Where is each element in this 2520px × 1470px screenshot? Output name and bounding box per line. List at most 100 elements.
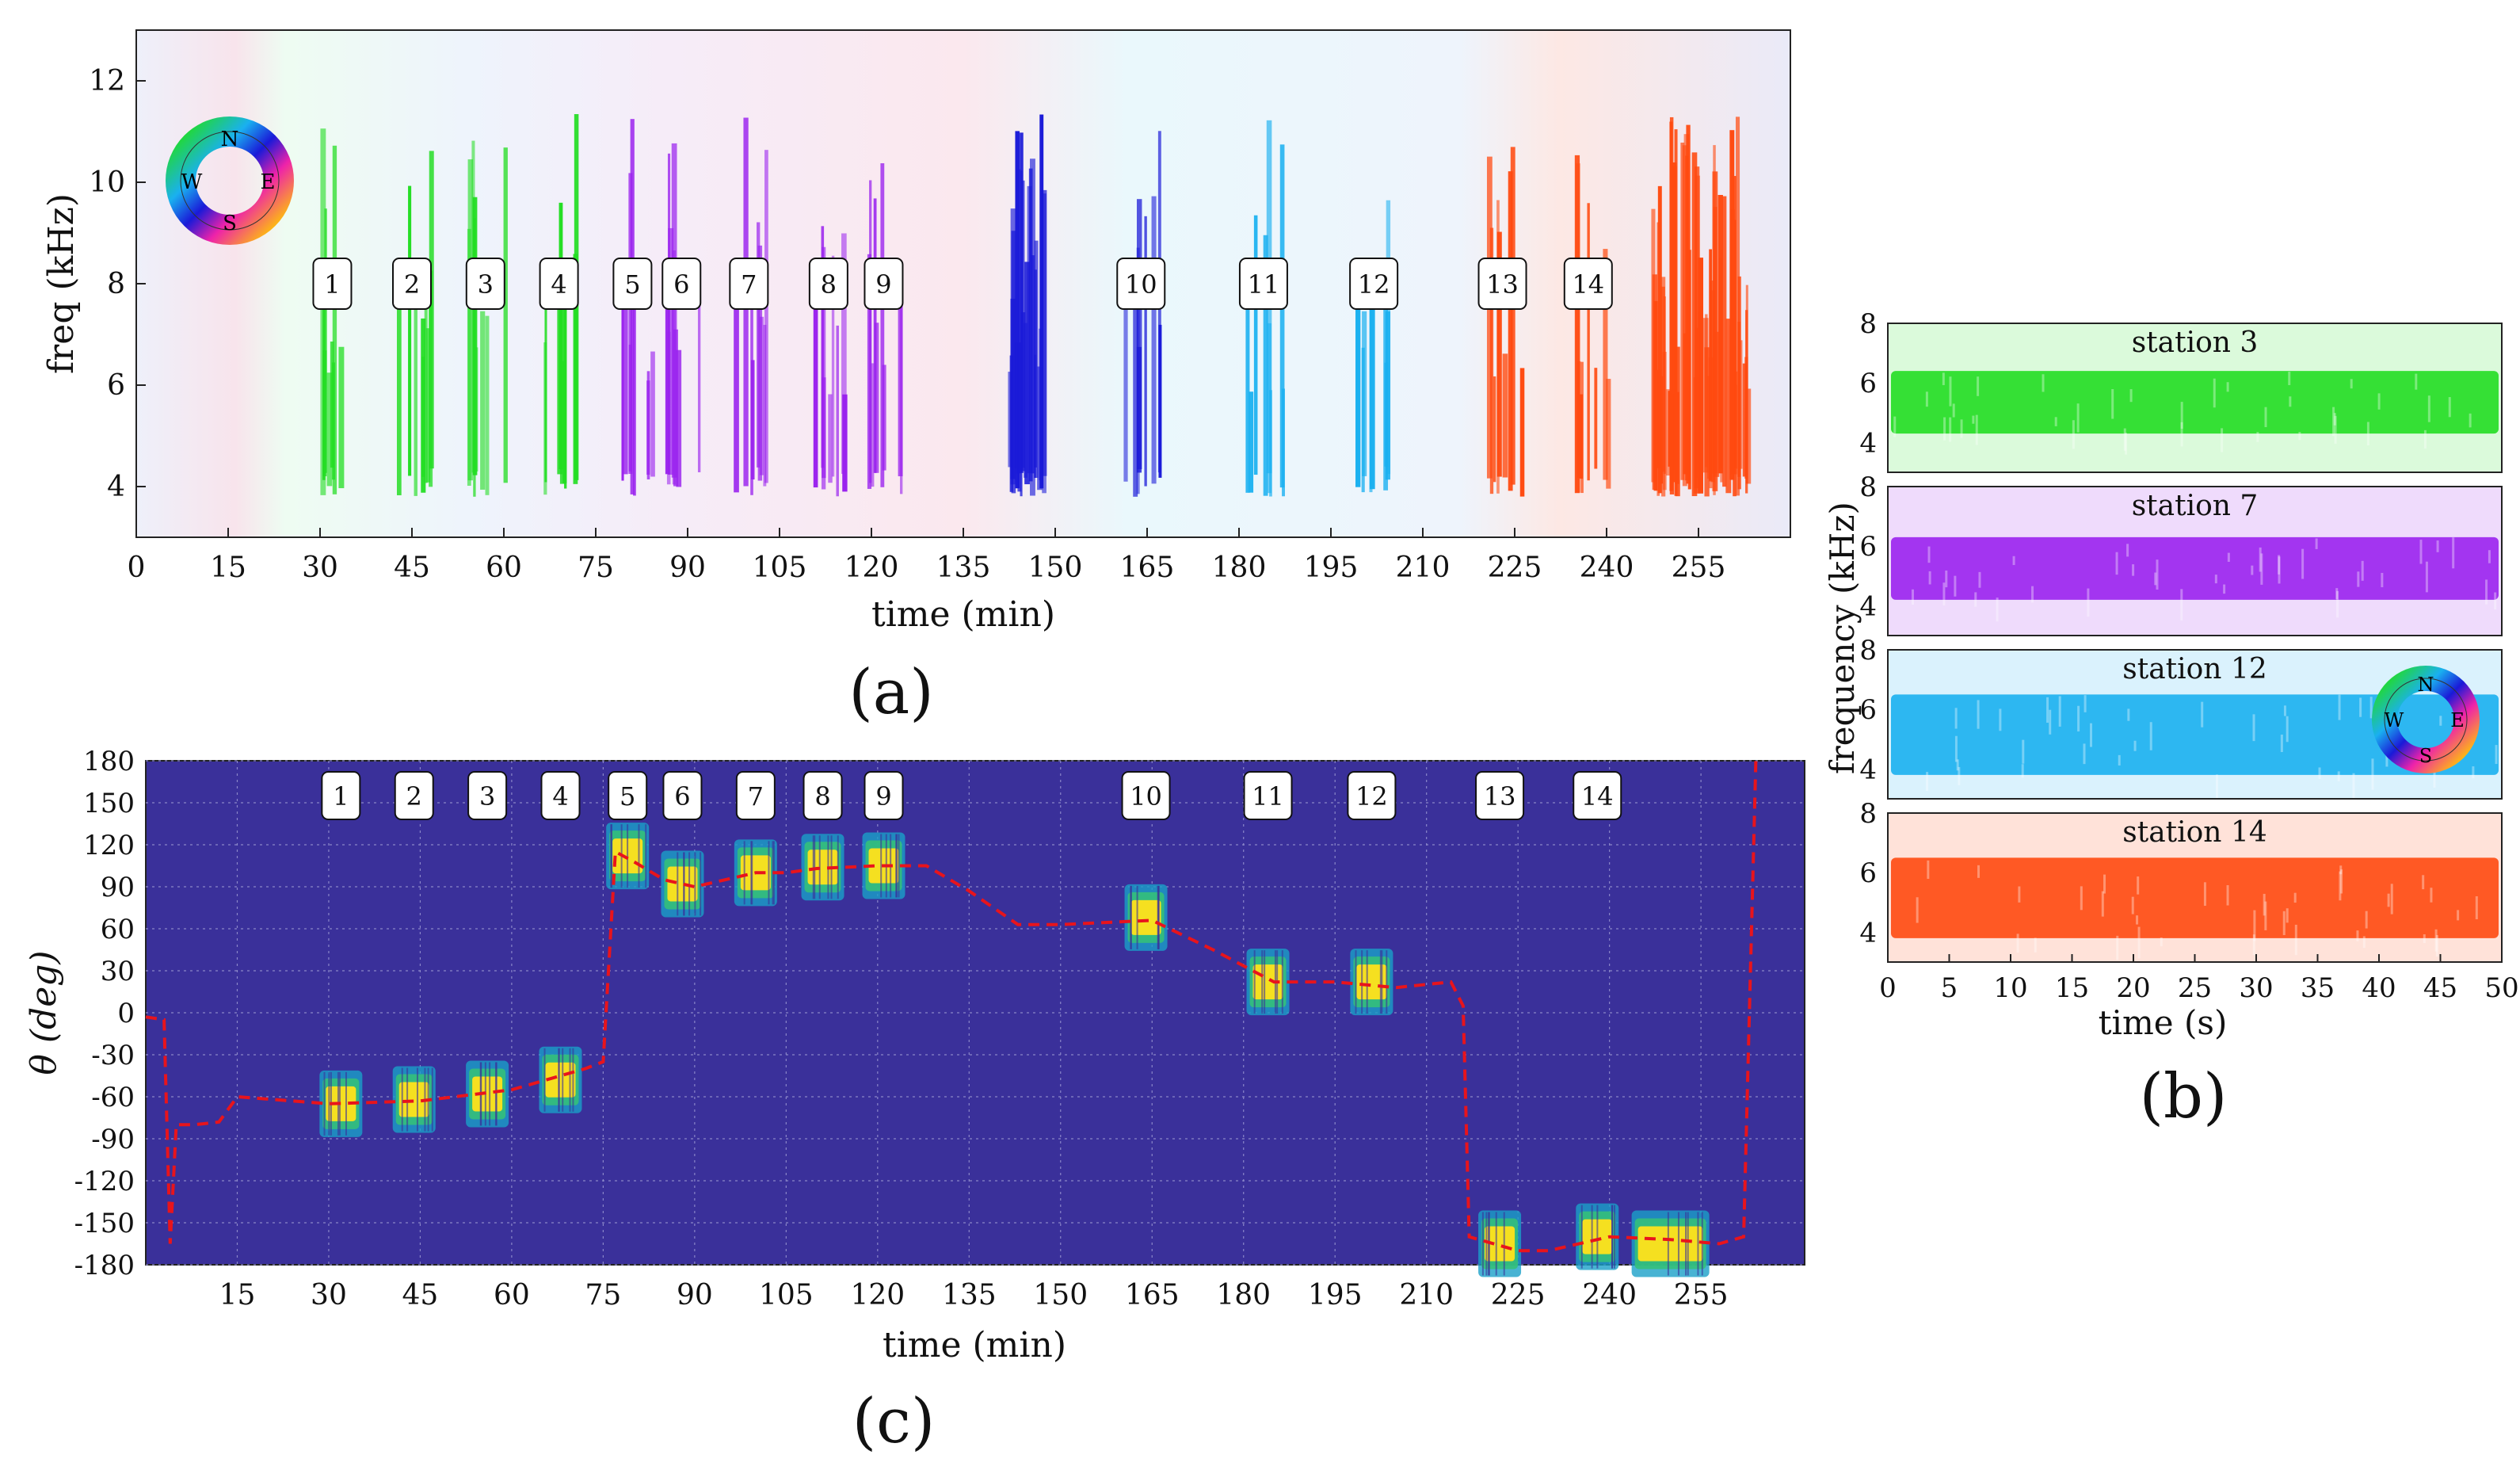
burst-stroke: [1594, 368, 1598, 469]
burst-stroke: [408, 185, 412, 476]
burst-extra-1: [1735, 116, 1752, 496]
blob-stripe: [895, 834, 898, 898]
burst-station-14: [1574, 155, 1611, 494]
station-row-noise: [1978, 571, 1981, 588]
station-label-box: [735, 771, 776, 820]
burst-stroke: [1020, 170, 1023, 497]
station-row-noise: [1954, 575, 1957, 597]
burst-stroke: [1510, 147, 1515, 485]
station-row-noise: [2251, 565, 2254, 575]
station-row-noise: [2333, 413, 2336, 426]
station-label-text: 2: [406, 781, 422, 811]
burst-stroke: [1136, 247, 1140, 494]
station-row-title: station 12: [2122, 653, 2267, 685]
burst-stroke: [623, 308, 628, 475]
burst-stroke: [821, 226, 825, 468]
station-row-noise: [1975, 414, 1978, 445]
station-row-noise: [2203, 882, 2206, 907]
y-tick-label: 90: [101, 872, 135, 903]
y-tick-label: -120: [74, 1166, 135, 1197]
station-row-4: station 14 8 6 4: [1859, 798, 2503, 963]
burst-stroke: [1151, 196, 1157, 484]
station-row-noise: [2452, 537, 2455, 569]
station-label-box: [1121, 771, 1171, 820]
burst-stroke: [429, 151, 434, 469]
x-tick-label: 120: [844, 552, 899, 584]
station-row-noise: [2156, 559, 2159, 590]
burst-stroke: [764, 150, 768, 483]
blob-stripe: [328, 1071, 330, 1136]
panel-a-bursts: [320, 114, 1752, 497]
station-label-box: [662, 771, 703, 820]
station-row-noise: [2362, 936, 2366, 949]
blob-stripe: [812, 835, 814, 899]
station-row-noise: [2227, 552, 2230, 562]
station-row-frame: [1887, 486, 2503, 636]
panel-c-station-labels: 1 2 3 4 5 6 7 8 9 10 11 12 13 14: [321, 771, 1622, 820]
station-row-noise: [2252, 714, 2255, 742]
burst-stroke: [1733, 384, 1737, 475]
station-label-10: 10: [1121, 771, 1171, 820]
compass-west-label: W: [2385, 709, 2404, 731]
blob-core: [472, 1076, 503, 1112]
y-tick-label: 12: [89, 65, 125, 97]
blob-stripe: [743, 841, 745, 905]
station-label-2: 2: [394, 771, 434, 820]
station-label-12: 12: [1347, 771, 1397, 820]
station-row-noise: [2356, 930, 2359, 941]
station-row-noise: [2485, 579, 2488, 605]
station-row-noise: [1925, 391, 1928, 407]
burst-stroke: [1576, 163, 1580, 493]
station-row-frame: [1887, 323, 2503, 473]
x-tick-label: 255: [1672, 552, 1726, 584]
burst-stroke: [1683, 333, 1687, 475]
station-label-text: 13: [1486, 269, 1519, 300]
station-row-noise: [2427, 395, 2430, 422]
compass-south-label: S: [2419, 745, 2432, 767]
station-row-noise: [2021, 764, 2024, 778]
x-tick-label: 45: [2423, 972, 2457, 1004]
burst-stroke: [1015, 131, 1020, 489]
burst-stroke: [750, 263, 753, 495]
station-row-frame: [1887, 649, 2503, 800]
station-row-noise: [1942, 582, 1946, 605]
x-tick-label: 225: [1491, 1279, 1546, 1312]
station-row-noise: [2080, 886, 2083, 911]
station-row-noise: [2087, 588, 2090, 617]
station-row-noise: [2077, 705, 2080, 732]
blob-stripe: [898, 834, 900, 898]
station-row-noise: [2381, 572, 2384, 588]
station-label-box: [540, 771, 581, 820]
burst-stroke: [1683, 134, 1690, 475]
station-label-8: 8: [808, 258, 848, 310]
station-label-5: 5: [608, 771, 648, 820]
burst-extra-0: [1031, 114, 1047, 494]
station-row-noise: [2436, 540, 2439, 552]
burst-station-13: [1486, 147, 1525, 497]
x-tick-label: 15: [2055, 972, 2089, 1004]
station-row-noise: [2116, 935, 2119, 960]
blob-stripe: [569, 1048, 571, 1112]
station-row-noise: [2315, 538, 2318, 549]
station-row-noise: [1977, 376, 1980, 396]
station-row-noise: [2336, 590, 2339, 618]
station-row-noise: [2022, 739, 2025, 764]
station-row-noise: [2160, 937, 2163, 947]
burst-stroke: [1355, 306, 1361, 487]
compass-north-label: N: [2418, 674, 2434, 696]
burst-stroke: [322, 301, 326, 480]
station-row-noise: [2365, 911, 2368, 929]
panel-a-station-labels: 1 2 3 4 5 6 7 8 9 10 11 12 13 14: [312, 258, 1613, 310]
x-tick-label: 5: [1941, 972, 1958, 1004]
station-row-noise: [2101, 891, 2104, 917]
station-label-10: 10: [1116, 258, 1166, 310]
burst-extra-1: [1725, 130, 1738, 497]
compass-east-label: E: [261, 170, 276, 194]
station-row-noise: [2215, 774, 2218, 804]
burst-stroke: [633, 284, 636, 496]
x-tick-label: 225: [1488, 552, 1542, 584]
burst-station-1: [320, 128, 345, 495]
station-row-noise: [1958, 766, 1961, 785]
station-row-noise: [2289, 396, 2292, 407]
station-row-noise: [2103, 874, 2106, 894]
